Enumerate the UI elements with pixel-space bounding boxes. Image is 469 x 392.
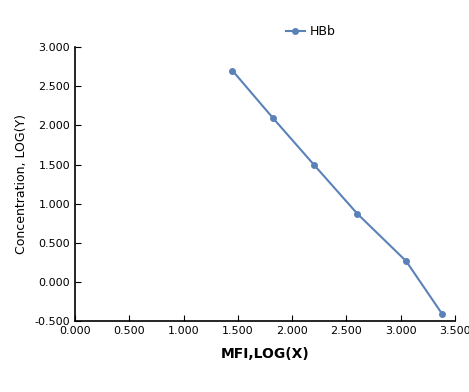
HBb — [230, 68, 235, 73]
Legend: HBb: HBb — [281, 20, 340, 44]
HBb — [355, 211, 360, 216]
HBb — [439, 311, 445, 316]
X-axis label: MFI,LOG(X): MFI,LOG(X) — [220, 347, 310, 361]
HBb — [403, 259, 409, 263]
HBb — [311, 162, 317, 167]
HBb — [270, 115, 275, 120]
Y-axis label: Concentration, LOG(Y): Concentration, LOG(Y) — [15, 114, 28, 254]
Line: HBb: HBb — [230, 68, 445, 316]
